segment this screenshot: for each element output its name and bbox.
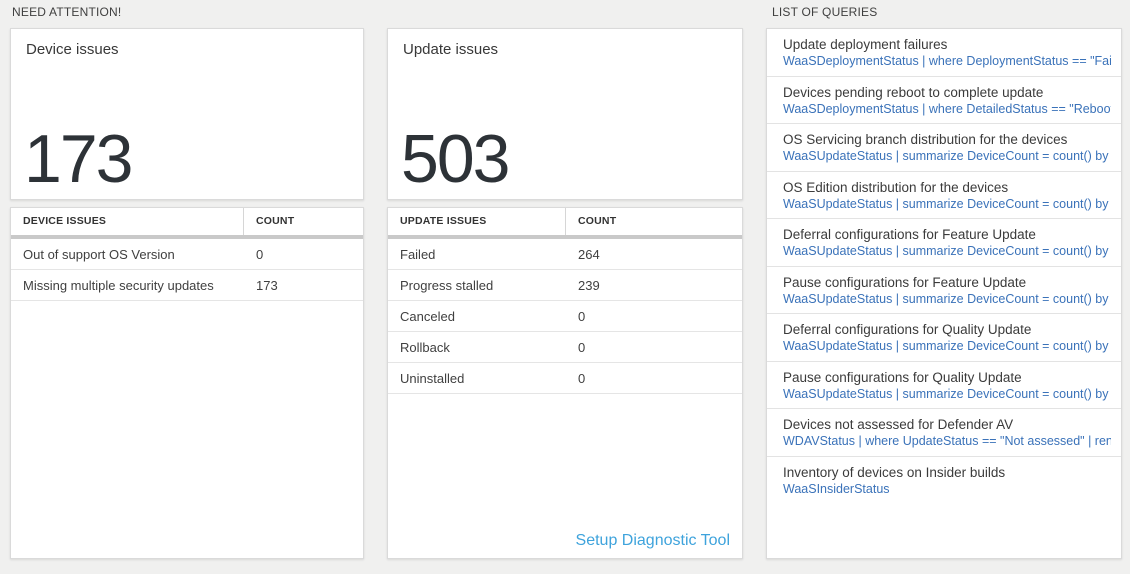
device-issues-title: Device issues bbox=[26, 41, 119, 58]
query-code-link[interactable]: WaaSUpdateStatus | summarize DeviceCount… bbox=[783, 196, 1111, 211]
query-item-update-deployment-failures[interactable]: Update deployment failures WaaSDeploymen… bbox=[767, 29, 1121, 77]
count-column-header: COUNT bbox=[578, 215, 617, 227]
query-code-link[interactable]: WaaSUpdateStatus | summarize DeviceCount… bbox=[783, 386, 1111, 401]
count-column-header: COUNT bbox=[256, 215, 295, 227]
query-item-defender-av-not-assessed[interactable]: Devices not assessed for Defender AV WDA… bbox=[767, 409, 1121, 457]
query-code-link[interactable]: WDAVStatus | where UpdateStatus == "Not … bbox=[783, 434, 1111, 448]
query-code-link[interactable]: WaaSDeploymentStatus | where DeploymentS… bbox=[783, 54, 1111, 68]
device-issues-count: 173 bbox=[24, 121, 133, 197]
table-row: Failed 264 bbox=[388, 239, 742, 270]
query-item-deferral-feature-update[interactable]: Deferral configurations for Feature Upda… bbox=[767, 219, 1121, 267]
query-item-os-edition-distribution[interactable]: OS Edition distribution for the devices … bbox=[767, 172, 1121, 219]
query-title: Inventory of devices on Insider builds bbox=[783, 464, 1006, 480]
query-item-os-servicing-branch[interactable]: OS Servicing branch distribution for the… bbox=[767, 124, 1121, 172]
setup-diagnostic-tool-link[interactable]: Setup Diagnostic Tool bbox=[575, 532, 730, 549]
update-issues-table: UPDATE ISSUES COUNT Failed 264 Progress … bbox=[387, 207, 743, 559]
table-row: Out of support OS Version 0 bbox=[11, 239, 363, 270]
update-issues-count: 503 bbox=[401, 121, 510, 197]
query-code-link[interactable]: WaaSUpdateStatus | summarize DeviceCount… bbox=[783, 291, 1111, 306]
query-title: OS Servicing branch distribution for the… bbox=[783, 132, 1068, 147]
issue-label: Missing multiple security updates bbox=[23, 277, 214, 293]
issue-count: 239 bbox=[578, 277, 600, 293]
query-item-insider-builds-inventory[interactable]: Inventory of devices on Insider builds W… bbox=[767, 457, 1121, 505]
queries-panel: Update deployment failures WaaSDeploymen… bbox=[766, 28, 1122, 559]
query-title: Pause configurations for Quality Update bbox=[783, 369, 1022, 385]
list-of-queries-section-label: LIST OF QUERIES bbox=[772, 5, 878, 19]
update-issues-table-header: UPDATE ISSUES COUNT bbox=[388, 208, 742, 235]
query-code-link[interactable]: WaaSUpdateStatus | summarize DeviceCount… bbox=[783, 339, 1111, 353]
update-issues-column-header: UPDATE ISSUES bbox=[388, 208, 566, 235]
issue-count: 264 bbox=[578, 246, 600, 262]
table-row: Uninstalled 0 bbox=[388, 363, 742, 394]
query-code-link[interactable]: WaaSInsiderStatus bbox=[783, 481, 890, 496]
update-issues-title: Update issues bbox=[403, 41, 499, 58]
query-title: Devices pending reboot to complete updat… bbox=[783, 84, 1044, 100]
update-issues-tile[interactable]: Update issues 503 bbox=[387, 28, 743, 200]
table-row: Missing multiple security updates 173 bbox=[11, 270, 363, 301]
query-title: Devices not assessed for Defender AV bbox=[783, 417, 1014, 432]
device-issues-tile[interactable]: Device issues 173 bbox=[10, 28, 364, 200]
issue-count: 0 bbox=[256, 246, 264, 262]
query-item-devices-pending-reboot[interactable]: Devices pending reboot to complete updat… bbox=[767, 77, 1121, 124]
issue-label: Uninstalled bbox=[400, 370, 465, 386]
issue-label: Canceled bbox=[400, 308, 455, 324]
query-item-pause-feature-update[interactable]: Pause configurations for Feature Update … bbox=[767, 267, 1121, 314]
query-item-pause-quality-update[interactable]: Pause configurations for Quality Update … bbox=[767, 362, 1121, 409]
table-row: Canceled 0 bbox=[388, 301, 742, 332]
query-code-link[interactable]: WaaSUpdateStatus | summarize DeviceCount… bbox=[783, 149, 1111, 163]
device-issues-table: DEVICE ISSUES COUNT Out of support OS Ve… bbox=[10, 207, 364, 559]
device-issues-column-header: DEVICE ISSUES bbox=[11, 208, 244, 235]
issue-label: Failed bbox=[400, 246, 436, 262]
table-header-divider bbox=[11, 235, 363, 239]
issue-label: Out of support OS Version bbox=[23, 246, 175, 262]
query-title: Pause configurations for Feature Update bbox=[783, 274, 1027, 290]
query-code-link[interactable]: WaaSUpdateStatus | summarize DeviceCount… bbox=[783, 244, 1111, 258]
device-issues-table-header: DEVICE ISSUES COUNT bbox=[11, 208, 363, 235]
query-title: Update deployment failures bbox=[783, 37, 948, 52]
query-title: Deferral configurations for Quality Upda… bbox=[783, 322, 1032, 337]
issue-count: 173 bbox=[256, 277, 278, 293]
issue-label: Rollback bbox=[400, 339, 450, 355]
table-row: Rollback 0 bbox=[388, 332, 742, 363]
query-title: Deferral configurations for Feature Upda… bbox=[783, 227, 1036, 242]
issue-count: 0 bbox=[578, 308, 586, 324]
issue-count: 0 bbox=[578, 339, 586, 355]
query-item-deferral-quality-update[interactable]: Deferral configurations for Quality Upda… bbox=[767, 314, 1121, 362]
table-header-divider bbox=[388, 235, 742, 239]
need-attention-section-label: NEED ATTENTION! bbox=[12, 5, 122, 19]
table-row: Progress stalled 239 bbox=[388, 270, 742, 301]
issue-label: Progress stalled bbox=[400, 277, 494, 293]
issue-count: 0 bbox=[578, 370, 586, 386]
query-title: OS Edition distribution for the devices bbox=[783, 179, 1009, 195]
query-code-link[interactable]: WaaSDeploymentStatus | where DetailedSta… bbox=[783, 101, 1111, 116]
